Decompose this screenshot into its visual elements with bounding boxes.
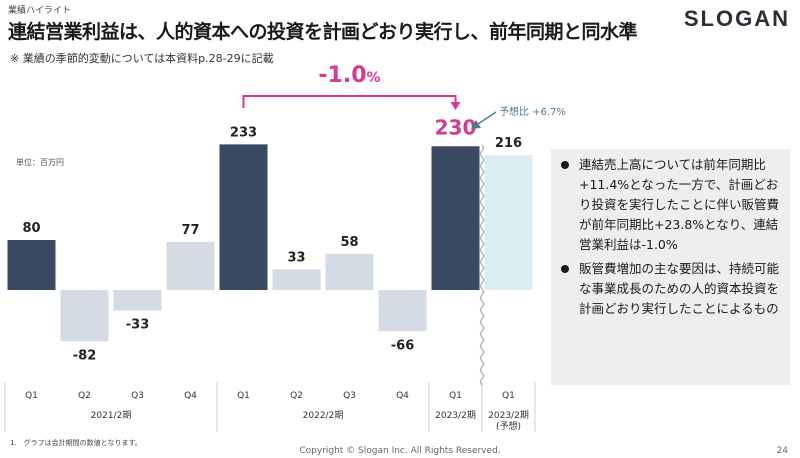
- category-label: Q3: [343, 391, 356, 401]
- comparison-bracket: [242, 95, 457, 108]
- bars-group: [7, 144, 533, 342]
- forecast-separator: [479, 144, 485, 386]
- category-label: Q1: [449, 391, 462, 401]
- period-label: 2023/2期: [488, 410, 529, 421]
- category-label: Q2: [78, 391, 91, 401]
- data-label: 80: [22, 221, 40, 236]
- period-label: 2022/2期: [303, 410, 344, 421]
- category-label: Q1: [25, 391, 38, 401]
- bar: [325, 253, 374, 290]
- value-labels-group: 80 -82 -33 77 233 33 58 -66 230 216: [22, 115, 522, 363]
- bullet-text: 連結売上高については前年同期比+11.4%となった一方で、計画どおり投資を実行し…: [579, 157, 780, 252]
- category-label: Q1: [502, 391, 515, 401]
- data-label: 58: [340, 235, 358, 250]
- footnote: 1. グラフは会計期間の数値となります。: [10, 439, 142, 447]
- section-label: 業績ハイライト: [8, 6, 71, 16]
- page-number: 24: [776, 446, 788, 456]
- forecast-arrow-line: [477, 111, 497, 125]
- copyright: Copyright © Slogan Inc. All Rights Reser…: [299, 446, 501, 456]
- category-label: Q4: [184, 391, 197, 401]
- bullet-item: 連結売上高については前年同期比+11.4%となった一方で、計画どおり投資を実行し…: [557, 155, 783, 255]
- bullet-text: 販管費増加の主な要因は、持続可能な事業成長のための人的資本投資を計画どおり実行し…: [579, 261, 780, 316]
- data-label: 216: [495, 136, 522, 151]
- data-label: 230: [435, 115, 477, 139]
- bullet-dot-icon: [561, 265, 569, 273]
- bar: [431, 146, 480, 290]
- axis-labels-group: Q1 Q2 Q3 Q4 Q1 Q2 Q3 Q4 Q1 Q1 2021/2期 2022/2期 2023/2…: [25, 391, 529, 432]
- bullet-dot-icon: [561, 161, 569, 169]
- bullet-item: 販管費増加の主な要因は、持続可能な事業成長のための人的資本投資を計画どおり実行し…: [557, 259, 783, 319]
- commentary-panel: 連結売上高については前年同期比+11.4%となった一方で、計画どおり投資を実行し…: [551, 149, 790, 385]
- comparison-unit: %: [367, 70, 381, 86]
- data-label: 77: [181, 223, 199, 238]
- forecast-comparison-label: 予想比 +6.7%: [499, 105, 566, 118]
- bar: [219, 144, 268, 290]
- page-title: 連結営業利益は、人的資本への投資を計画どおり実行し、前年同期と同水準: [8, 21, 638, 43]
- bar: [166, 241, 215, 290]
- period-label: 2021/2期: [91, 410, 132, 421]
- data-label: 33: [287, 250, 305, 265]
- comparison-arrowhead: [450, 102, 461, 110]
- bar: [378, 290, 427, 332]
- category-label: Q2: [290, 391, 303, 401]
- data-label: -33: [126, 318, 150, 333]
- data-label: -66: [391, 338, 415, 353]
- bar: [272, 269, 321, 290]
- forecast-arrow-head: [471, 120, 481, 129]
- axis-gridlines: [4, 382, 536, 432]
- company-logo: SLOGAN: [683, 6, 790, 31]
- bar: [60, 290, 109, 342]
- bar: [113, 290, 162, 311]
- data-label: -82: [73, 348, 97, 363]
- bar: [7, 240, 56, 290]
- commentary-list: 連結売上高については前年同期比+11.4%となった一方で、計画どおり投資を実行し…: [557, 155, 783, 321]
- period-label: 2023/2期: [435, 410, 476, 421]
- data-label: 233: [230, 125, 257, 140]
- comparison-label: -1.0%: [318, 63, 380, 88]
- comparison-value: -1.0: [318, 63, 366, 88]
- seasonal-note: ※ 業績の季節的変動については本資料p.28-29に記載: [10, 52, 274, 65]
- category-label: Q4: [396, 391, 409, 401]
- category-label: Q3: [131, 391, 144, 401]
- bar: [484, 155, 533, 290]
- category-label: Q1: [237, 391, 250, 401]
- unit-label: 単位：百万円: [16, 157, 64, 167]
- period-label: (予想): [496, 420, 521, 432]
